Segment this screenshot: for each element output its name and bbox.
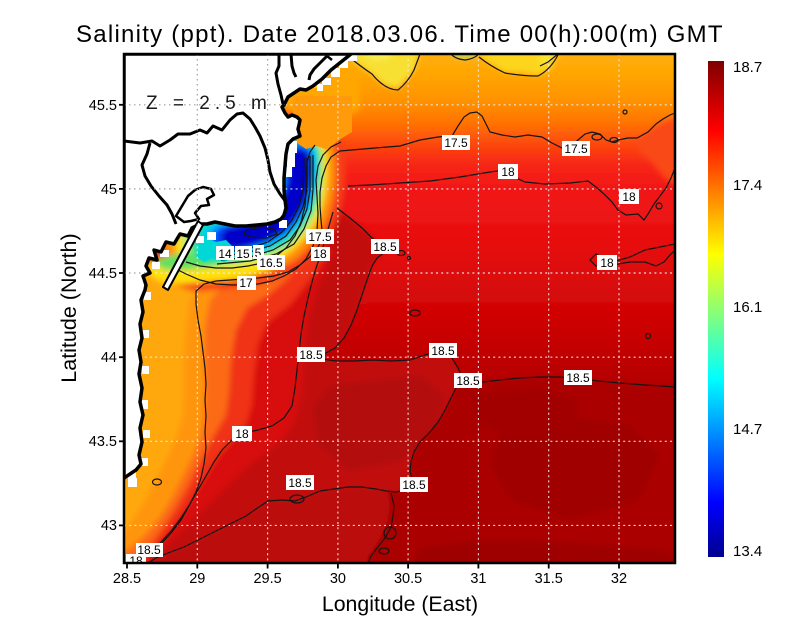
svg-text:14.7: 14.7: [733, 421, 762, 438]
svg-text:16.1: 16.1: [733, 299, 762, 316]
svg-text:18.5: 18.5: [299, 348, 323, 362]
svg-text:43: 43: [101, 518, 117, 534]
svg-text:18.5: 18.5: [373, 240, 397, 254]
svg-text:Salinity (ppt). Date 2018.03.0: Salinity (ppt). Date 2018.03.06. Time 00…: [76, 21, 724, 48]
svg-text:13.4: 13.4: [733, 543, 762, 560]
svg-text:17.5: 17.5: [308, 230, 332, 244]
svg-text:18.5: 18.5: [402, 478, 426, 492]
svg-text:18: 18: [600, 256, 614, 270]
svg-text:29: 29: [189, 571, 205, 587]
svg-text:31: 31: [470, 571, 486, 587]
svg-text:18.5: 18.5: [456, 374, 480, 388]
svg-text:44: 44: [101, 350, 117, 366]
svg-text:17: 17: [239, 276, 253, 290]
svg-text:Z = 2.5 m: Z = 2.5 m: [146, 93, 272, 114]
svg-text:18.5: 18.5: [137, 543, 161, 557]
svg-text:5: 5: [255, 246, 262, 260]
svg-text:29.5: 29.5: [253, 571, 281, 587]
svg-text:17.5: 17.5: [444, 136, 468, 150]
svg-text:45.5: 45.5: [89, 98, 117, 114]
svg-text:15: 15: [236, 247, 250, 261]
svg-text:17.4: 17.4: [733, 177, 762, 194]
svg-text:44.5: 44.5: [89, 266, 117, 282]
svg-text:18: 18: [622, 190, 636, 204]
svg-text:17.5: 17.5: [564, 142, 588, 156]
svg-text:30.5: 30.5: [394, 571, 422, 587]
svg-text:Latitude (North): Latitude (North): [57, 233, 81, 382]
svg-text:18.5: 18.5: [288, 476, 312, 490]
svg-text:18: 18: [235, 427, 249, 441]
svg-text:Longitude (East): Longitude (East): [322, 592, 478, 616]
svg-text:32: 32: [611, 571, 627, 587]
svg-text:14: 14: [218, 247, 232, 261]
svg-text:16.5: 16.5: [259, 256, 283, 270]
svg-text:18.7: 18.7: [733, 59, 762, 76]
svg-text:18: 18: [313, 247, 327, 261]
svg-text:45: 45: [101, 182, 117, 198]
svg-text:18.5: 18.5: [431, 344, 455, 358]
svg-text:30: 30: [330, 571, 346, 587]
svg-text:18: 18: [129, 554, 143, 568]
svg-text:31.5: 31.5: [535, 571, 563, 587]
svg-text:43.5: 43.5: [89, 434, 117, 450]
svg-text:18.5: 18.5: [566, 371, 590, 385]
svg-text:28.5: 28.5: [113, 571, 141, 587]
svg-text:18: 18: [501, 165, 515, 179]
